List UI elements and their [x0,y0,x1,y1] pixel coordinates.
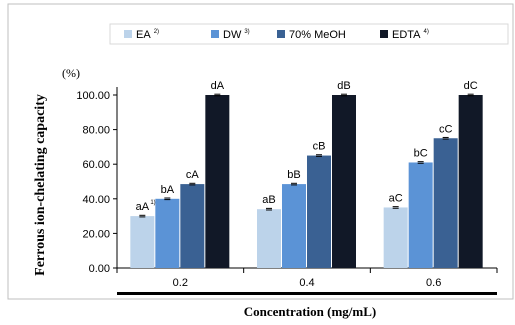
data-label: aA [136,201,150,213]
legend-label-sup: 4) [424,29,429,35]
legend-box [109,23,509,45]
y-tick-label: 20.00 [82,228,110,240]
y-tick-label: 100.00 [76,90,110,102]
legend-label-sup: 3) [244,29,249,35]
bar [383,207,408,268]
y-tick-label: 40.00 [82,194,110,206]
x-tick-label: 0.4 [299,277,314,289]
bar [307,155,331,268]
bar [180,184,205,268]
data-label: cB [313,141,326,153]
bar [155,198,180,268]
data-label: dC [464,80,478,92]
bar [458,95,483,268]
bar [257,209,281,268]
chart-frame [7,3,514,300]
y-tick-label: 60.00 [82,159,110,171]
x-tick-label: 0.6 [426,277,441,289]
data-label: dB [337,80,350,92]
legend-label: 70% MeOH [289,29,346,41]
data-label-sup: 1) [150,200,155,206]
y-axis-unit: (%) [62,66,80,80]
legend-label: EA [136,29,151,41]
bar [282,184,306,268]
plot-area: 0.00 20.00 40.00 60.00 80.00 100.00 0.2 aA 1) bA c… [76,80,498,289]
category-underline [117,292,497,295]
legend-swatch [277,30,285,38]
x-axis-label: Concentration (mg/mL) [244,304,377,319]
data-label: cC [439,123,453,135]
bar [408,162,433,268]
data-label: aB [262,194,275,206]
data-label: dA [211,80,225,92]
legend-swatch [124,30,132,38]
legend-label-sup: 2) [154,29,159,35]
bar [130,216,155,268]
legend-label: DW [223,29,242,41]
data-label: aC [389,192,403,204]
y-axis-label: Ferrous ion-chelating capacity [33,94,48,276]
y-tick-label: 80.00 [82,125,110,137]
data-label: cA [186,169,200,181]
y-tick-label: 0.00 [89,263,110,275]
legend-swatch [211,30,219,38]
bar [332,95,356,268]
legend-label: EDTA [392,29,421,41]
data-label: bA [161,184,175,196]
x-tick-label: 0.2 [173,277,188,289]
data-label: bC [414,147,428,159]
bar [205,95,230,268]
legend-swatch [380,30,388,38]
data-label: bB [287,169,300,181]
bar [433,138,458,268]
legend: EA 2) DW 3) 70% MeOH EDTA 4) [124,29,429,41]
